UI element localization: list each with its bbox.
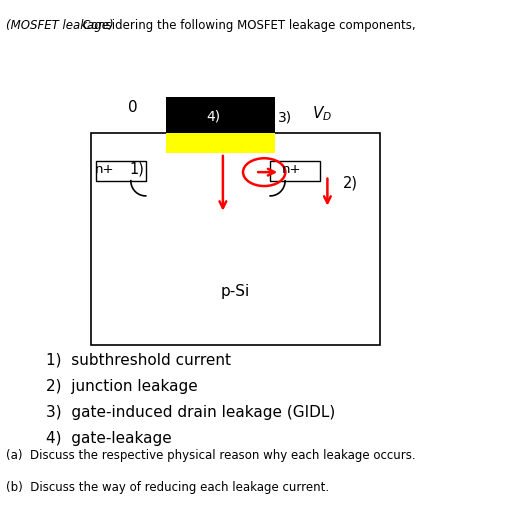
Text: n+: n+: [95, 163, 114, 176]
Text: 0: 0: [128, 100, 138, 115]
Text: $V_D$: $V_D$: [313, 104, 333, 123]
Text: (b)  Discuss the way of reducing each leakage current.: (b) Discuss the way of reducing each lea…: [6, 482, 330, 494]
Text: 3): 3): [278, 111, 292, 124]
Text: 2)  junction leakage: 2) junction leakage: [46, 379, 198, 394]
Text: 3)  gate-induced drain leakage (GIDL): 3) gate-induced drain leakage (GIDL): [46, 405, 335, 420]
Text: (a)  Discuss the respective physical reason why each leakage occurs.: (a) Discuss the respective physical reas…: [6, 449, 416, 461]
Bar: [166, 133, 275, 153]
Text: 1): 1): [130, 162, 145, 177]
Text: 4)  gate-leakage: 4) gate-leakage: [46, 431, 172, 447]
Bar: [166, 98, 275, 133]
Text: 1)  subthreshold current: 1) subthreshold current: [46, 353, 231, 367]
Text: p-Si: p-Si: [221, 284, 250, 299]
Bar: [91, 133, 380, 345]
Text: 4): 4): [206, 110, 220, 123]
Text: 2): 2): [344, 176, 358, 191]
Bar: [96, 161, 146, 181]
Text: (MOSFET leakage): (MOSFET leakage): [6, 19, 114, 32]
Text: Considering the following MOSFET leakage components,: Considering the following MOSFET leakage…: [78, 19, 415, 32]
Text: n+: n+: [281, 163, 301, 176]
Bar: [270, 161, 320, 181]
